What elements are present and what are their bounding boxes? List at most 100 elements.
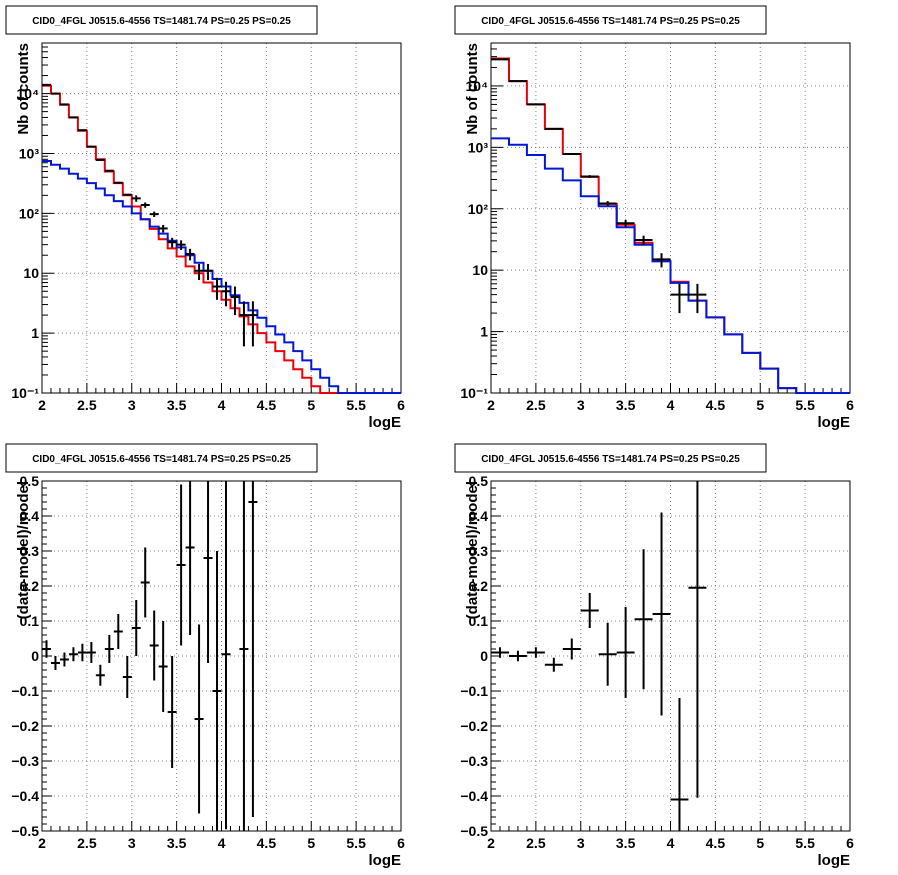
y-tick-label: 0 [31, 648, 39, 664]
x-tick-label: 5.5 [346, 397, 366, 413]
y-tick-label: 0.1 [469, 613, 489, 629]
x-axis-label: logE [369, 414, 402, 431]
x-tick-label: 5.5 [346, 835, 366, 851]
y-tick-label: −0.2 [11, 718, 39, 734]
y-tick-label: 10⁻¹ [460, 385, 488, 401]
x-tick-label: 2 [38, 397, 46, 413]
y-tick-label: 0.3 [469, 543, 489, 559]
chart-title: CID0_4FGL J0515.6-4556 TS=1481.74 PS=0.2… [32, 454, 291, 465]
y-tick-label: 0.3 [20, 543, 40, 559]
y-axis-label: Nb of counts [15, 43, 32, 135]
y-tick-label: −0.1 [11, 683, 39, 699]
x-tick-label: 2.5 [526, 397, 546, 413]
data-points [491, 481, 707, 831]
x-tick-label: 2 [38, 835, 46, 851]
x-tick-label: 4 [218, 835, 226, 851]
chart-title-box: CID0_4FGL J0515.6-4556 TS=1481.74 PS=0.2… [5, 443, 318, 473]
title-box-frame [5, 5, 318, 35]
data-points [42, 83, 258, 347]
y-tick-label: 10⁻¹ [11, 385, 39, 401]
x-tick-label: 3.5 [616, 835, 636, 851]
y-tick-label: 0.5 [20, 473, 40, 489]
x-axis-label: logE [818, 852, 851, 869]
x-axis-label: logE [369, 852, 402, 869]
x-tick-label: 6 [846, 397, 854, 413]
x-tick-label: 2.5 [526, 835, 546, 851]
y-axis: −0.5 −0.4 −0.3 −0.2 −0.1 0 0.1 0.2 0.3 0.4 0.5(dat… [11, 473, 52, 839]
chart-title-box: CID0_4FGL J0515.6-4556 TS=1481.74 PS=0.2… [454, 443, 767, 473]
y-axis-label: (data-model)/model [464, 481, 481, 619]
x-tick-label: 6 [397, 835, 405, 851]
x-tick-label: 3 [128, 835, 136, 851]
chart-title-box: CID0_4FGL J0515.6-4556 TS=1481.74 PS=0.2… [5, 5, 318, 35]
x-tick-label: 3 [577, 397, 585, 413]
y-tick-label: 1 [480, 324, 488, 340]
x-tick-label: 3.5 [616, 397, 636, 413]
x-tick-label: 5.5 [795, 397, 815, 413]
x-tick-label: 3 [128, 397, 136, 413]
grid-lines [491, 43, 850, 393]
x-tick-label: 4.5 [257, 835, 277, 851]
x-tick-label: 4 [218, 397, 226, 413]
y-tick-label: 0.2 [469, 578, 489, 594]
total-model-histogram [491, 57, 850, 394]
source-model-histogram [491, 137, 850, 394]
data-points [42, 481, 258, 831]
y-tick-label: 1 [31, 325, 39, 341]
data-points [491, 58, 707, 314]
y-axis: −0.5 −0.4 −0.3 −0.2 −0.1 0 0.1 0.2 0.3 0.4 0.5(dat… [460, 473, 501, 839]
x-tick-label: 4 [667, 835, 675, 851]
x-tick-label: 3.5 [167, 397, 187, 413]
chart-title-box: CID0_4FGL J0515.6-4556 TS=1481.74 PS=0.2… [454, 5, 767, 35]
title-box-frame [454, 443, 767, 473]
x-tick-label: 6 [397, 397, 405, 413]
title-box-frame [5, 443, 318, 473]
x-tick-label: 4.5 [257, 397, 277, 413]
x-tick-label: 5 [307, 835, 315, 851]
y-tick-label: 0.4 [20, 508, 40, 524]
x-tick-label: 4.5 [706, 835, 726, 851]
x-tick-label: 6 [846, 835, 854, 851]
y-tick-label: 10 [472, 262, 488, 278]
y-tick-label: 10⁴ [17, 86, 40, 102]
y-tick-label: −0.2 [460, 718, 488, 734]
x-tick-label: 4 [667, 397, 675, 413]
y-tick-label: 0.5 [469, 473, 489, 489]
y-tick-label: −0.4 [460, 788, 488, 804]
y-tick-label: 10⁴ [466, 78, 489, 94]
y-tick-label: −0.5 [460, 823, 488, 839]
title-box-frame [454, 5, 767, 35]
x-tick-label: 3.5 [167, 835, 187, 851]
y-axis-label: (data-model)/model [15, 481, 32, 619]
y-tick-label: 0 [480, 648, 488, 664]
y-tick-label: −0.1 [460, 683, 488, 699]
x-tick-label: 4.5 [706, 397, 726, 413]
y-tick-label: 0.2 [20, 578, 40, 594]
y-tick-label: 10² [19, 205, 40, 221]
x-tick-label: 5 [756, 397, 764, 413]
chart-panel-4: 2 2.5 3 3.5 4 4.5 5 5.5 6logE−0.5−0.4−0.3−0.2−0.… [454, 443, 854, 869]
x-tick-label: 5.5 [795, 835, 815, 851]
y-tick-label: −0.3 [460, 753, 488, 769]
chart-title: CID0_4FGL J0515.6-4556 TS=1481.74 PS=0.2… [32, 16, 291, 27]
y-tick-label: 10² [468, 201, 489, 217]
y-tick-label: 10³ [19, 145, 40, 161]
grid-lines [42, 43, 401, 393]
chart-panel-3: 2 2.5 3 3.5 4 4.5 5 5.5 6logE−0.5−0.4−0.3−0.2−0.… [5, 443, 405, 869]
y-axis-label: Nb of counts [464, 43, 481, 135]
y-tick-label: 0.4 [469, 508, 489, 524]
x-tick-label: 2 [487, 397, 495, 413]
x-tick-label: 3 [577, 835, 585, 851]
x-tick-label: 2.5 [77, 835, 97, 851]
grid-lines [42, 481, 401, 831]
total-model-histogram [42, 84, 401, 394]
